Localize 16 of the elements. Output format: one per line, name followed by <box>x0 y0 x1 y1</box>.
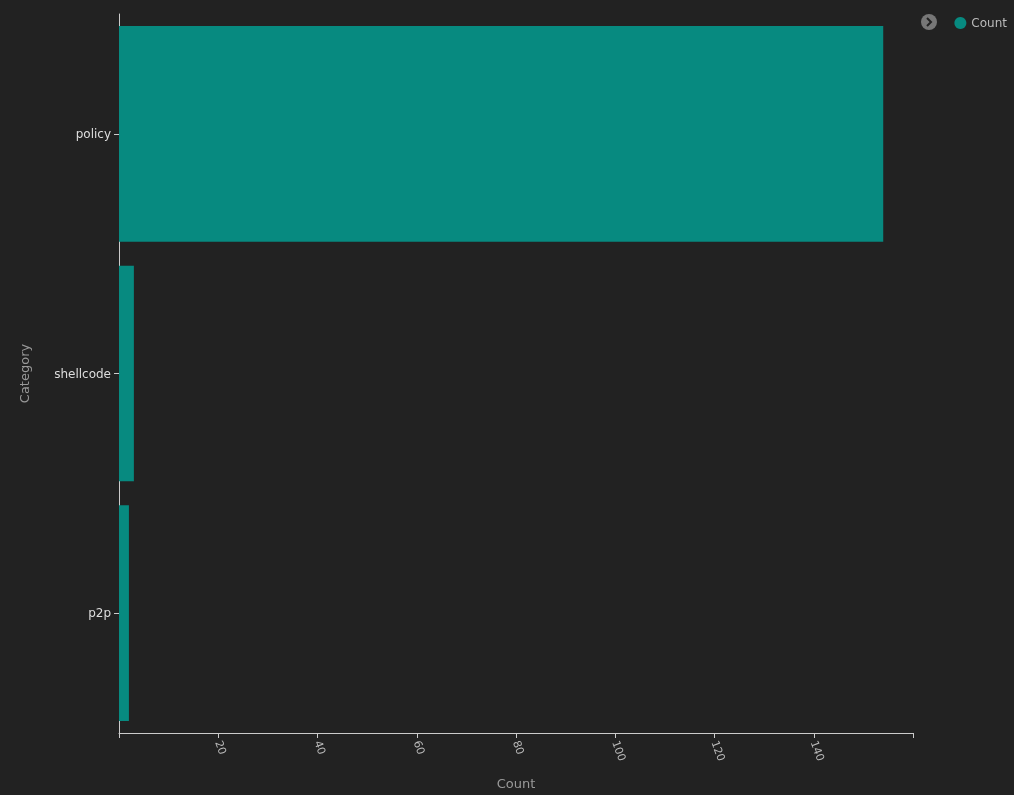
y-tick-label: policy <box>75 126 111 141</box>
x-tick-label: 80 <box>509 738 527 757</box>
y-tick-label: shellcode <box>54 366 111 381</box>
x-tick-label: 100 <box>609 738 629 763</box>
x-tick-label: 40 <box>311 738 329 757</box>
bar <box>119 505 129 722</box>
x-axis-title: Count <box>496 776 536 791</box>
x-tick-label: 60 <box>410 738 428 757</box>
y-tick-label: p2p <box>88 606 111 621</box>
x-tick-label: 120 <box>708 738 728 763</box>
y-axis-title: Category <box>17 343 32 404</box>
legend-label: Count <box>971 16 1008 30</box>
bar <box>119 25 884 242</box>
bar <box>119 265 134 482</box>
x-tick-label: 20 <box>212 738 230 757</box>
x-tick-label: 140 <box>807 738 828 763</box>
